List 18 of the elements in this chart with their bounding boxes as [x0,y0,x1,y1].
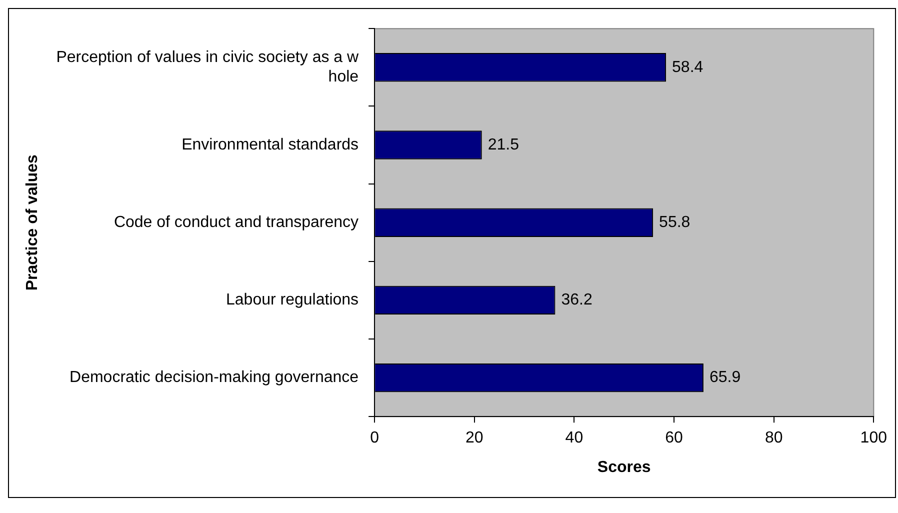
data-label: 36.2 [561,292,592,309]
x-tick-label: 20 [465,430,484,447]
y-tick-label: Labour regulations [226,292,359,309]
data-label: 21.5 [488,136,520,154]
data-label: 58.4 [672,58,704,76]
data-label: 65.9 [709,369,741,386]
y-tick-label: Code of conduct and transparency [114,214,359,232]
data-label: 55.8 [659,214,690,232]
x-axis-title: Scores [597,458,651,476]
y-axis-title: Practice of values [24,154,42,291]
x-tick-label: 100 [860,430,888,447]
y-tick-label: Environmental standards [182,136,359,154]
x-tick-label: 60 [665,430,684,447]
y-tick-label: Democratic decision-making governance [70,369,359,386]
x-tick-label: 40 [565,430,584,447]
x-tick-label: 80 [764,430,783,447]
x-tick-label: 0 [370,430,380,447]
y-tick-label: Perception of values in civic society as a w hole [56,49,360,86]
